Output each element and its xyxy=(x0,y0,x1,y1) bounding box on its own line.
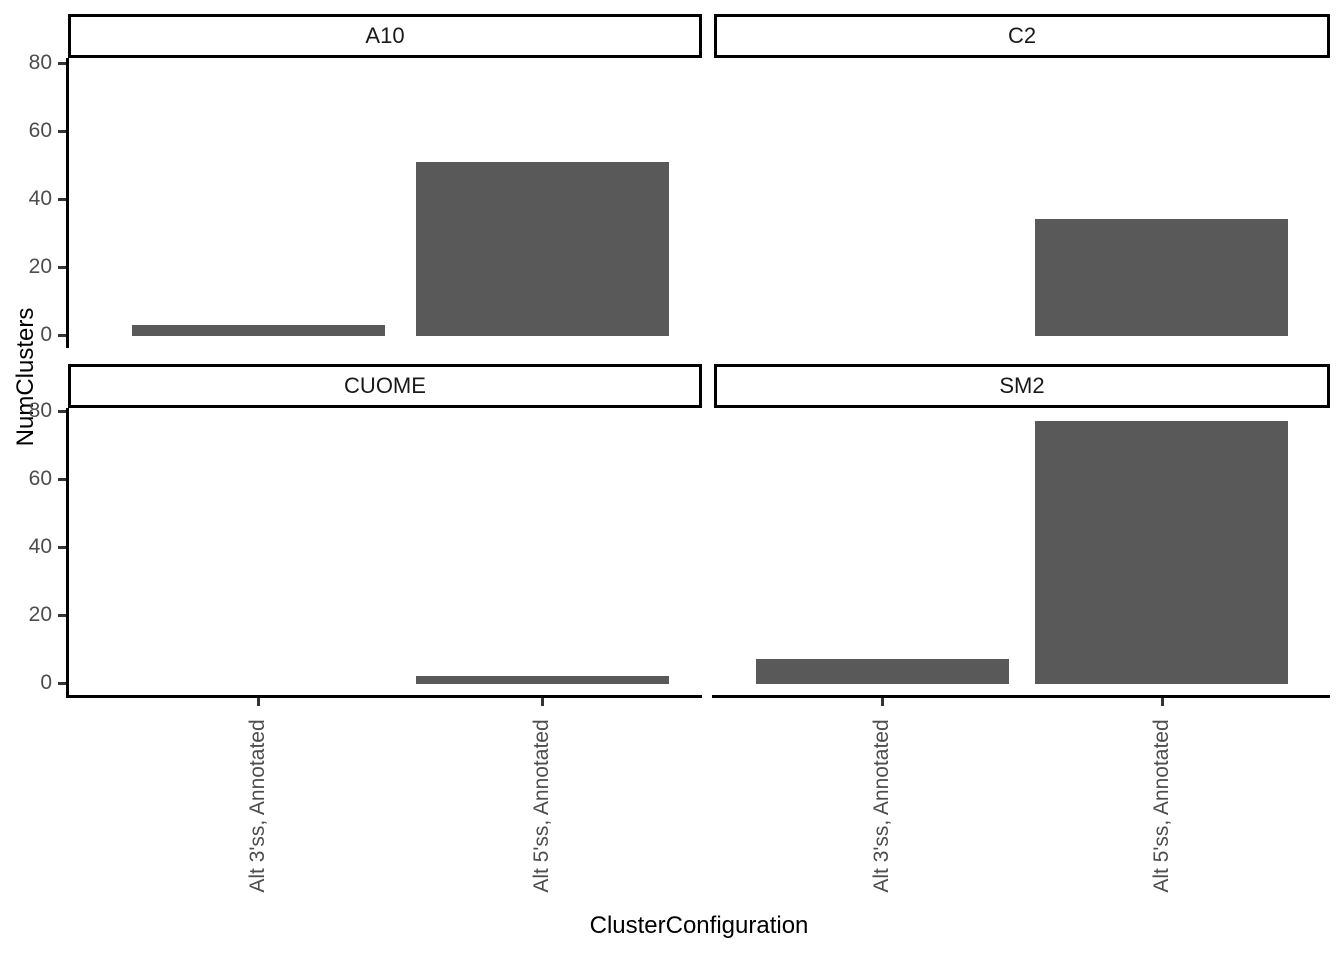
y-tick-mark xyxy=(58,546,66,549)
facet-strip: CUOME xyxy=(68,364,702,408)
y-tick-label: 60 xyxy=(28,467,52,490)
bar xyxy=(756,659,1009,684)
y-tick-mark xyxy=(58,266,66,269)
y-tick-mark xyxy=(58,410,66,413)
facet-strip: A10 xyxy=(68,14,702,58)
facet-strip-label: C2 xyxy=(1007,23,1037,48)
facet-strip-label: CUOME xyxy=(344,373,426,398)
y-tick-mark xyxy=(58,334,66,337)
x-tick-mark xyxy=(1161,698,1164,706)
x-axis-line xyxy=(66,695,702,698)
facet-strip: C2 xyxy=(714,14,1330,58)
y-axis-line xyxy=(66,58,69,348)
x-axis-title: ClusterConfiguration xyxy=(589,912,809,939)
bar xyxy=(132,325,385,336)
y-tick-label: 0 xyxy=(40,323,52,346)
facet-strip-label: SM2 xyxy=(999,373,1045,398)
bar xyxy=(1035,219,1288,336)
y-tick-mark xyxy=(58,478,66,481)
y-tick-label: 40 xyxy=(28,535,52,558)
x-axis-line xyxy=(712,695,1330,698)
facet-strip-label: A10 xyxy=(365,23,405,48)
x-tick-label: Alt 5'ss, Annotated xyxy=(530,719,553,893)
y-tick-mark xyxy=(58,198,66,201)
x-tick-label: Alt 5'ss, Annotated xyxy=(1150,719,1173,893)
x-tick-mark xyxy=(881,698,884,706)
y-tick-mark xyxy=(58,682,66,685)
bar xyxy=(416,676,669,684)
x-tick-mark xyxy=(257,698,260,706)
y-tick-label: 20 xyxy=(28,603,52,626)
bar xyxy=(416,162,669,336)
y-tick-label: 60 xyxy=(28,119,52,142)
y-tick-mark xyxy=(58,614,66,617)
x-tick-label: Alt 3'ss, Annotated xyxy=(246,719,269,893)
y-tick-mark xyxy=(58,62,66,65)
y-tick-label: 20 xyxy=(28,255,52,278)
x-tick-mark xyxy=(541,698,544,706)
facet-strip: SM2 xyxy=(714,364,1330,408)
y-axis-line xyxy=(66,408,69,698)
y-tick-label: 80 xyxy=(28,399,52,422)
x-tick-label: Alt 3'ss, Annotated xyxy=(870,719,893,893)
y-tick-label: 0 xyxy=(40,671,52,694)
y-tick-label: 80 xyxy=(28,51,52,74)
y-tick-mark xyxy=(58,130,66,133)
y-tick-label: 40 xyxy=(28,187,52,210)
bar xyxy=(1035,421,1288,684)
